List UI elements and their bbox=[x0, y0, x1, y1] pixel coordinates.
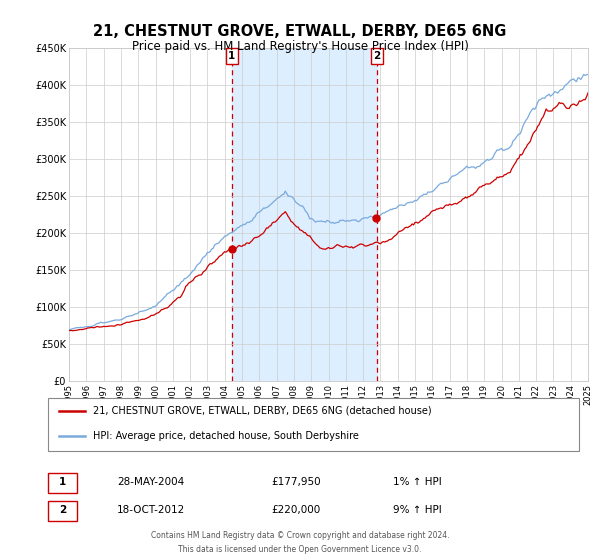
Bar bbox=[232, 48, 377, 381]
Text: 21, CHESTNUT GROVE, ETWALL, DERBY, DE65 6NG (detached house): 21, CHESTNUT GROVE, ETWALL, DERBY, DE65 … bbox=[93, 406, 432, 416]
Text: 1: 1 bbox=[228, 51, 235, 61]
Text: 28-MAY-2004: 28-MAY-2004 bbox=[117, 477, 184, 487]
Text: 1: 1 bbox=[59, 477, 66, 487]
Text: £177,950: £177,950 bbox=[271, 477, 320, 487]
Text: 2: 2 bbox=[373, 51, 380, 61]
Text: 21, CHESTNUT GROVE, ETWALL, DERBY, DE65 6NG: 21, CHESTNUT GROVE, ETWALL, DERBY, DE65 … bbox=[94, 24, 506, 39]
Text: £220,000: £220,000 bbox=[271, 505, 320, 515]
Text: Price paid vs. HM Land Registry's House Price Index (HPI): Price paid vs. HM Land Registry's House … bbox=[131, 40, 469, 53]
Text: 2: 2 bbox=[59, 505, 66, 515]
Text: 9% ↑ HPI: 9% ↑ HPI bbox=[393, 505, 442, 515]
Text: 1% ↑ HPI: 1% ↑ HPI bbox=[393, 477, 442, 487]
Text: 18-OCT-2012: 18-OCT-2012 bbox=[117, 505, 185, 515]
Bar bbox=[48, 501, 77, 521]
Text: Contains HM Land Registry data © Crown copyright and database right 2024.: Contains HM Land Registry data © Crown c… bbox=[151, 531, 449, 540]
Text: This data is licensed under the Open Government Licence v3.0.: This data is licensed under the Open Gov… bbox=[178, 545, 422, 554]
Bar bbox=[48, 473, 77, 493]
Text: HPI: Average price, detached house, South Derbyshire: HPI: Average price, detached house, Sout… bbox=[93, 431, 359, 441]
